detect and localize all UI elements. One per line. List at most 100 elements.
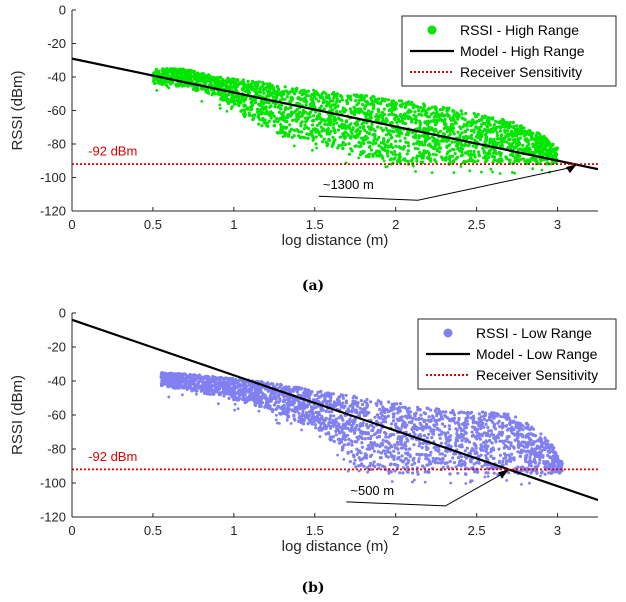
scatter-point (330, 144, 334, 148)
scatter-point (520, 440, 524, 444)
scatter-point (337, 400, 341, 404)
scatter-point (430, 414, 435, 418)
scatter-point (452, 159, 456, 163)
scatter-point (455, 111, 459, 115)
scatter-point (386, 440, 390, 444)
scatter-point (456, 117, 460, 121)
scatter-point (169, 375, 173, 379)
scatter-point (461, 125, 465, 129)
scatter-point (299, 394, 303, 398)
scatter-point (279, 123, 283, 127)
scatter-point (431, 152, 435, 156)
legend-label: Receiver Sensitivity (460, 64, 582, 80)
scatter-point (455, 436, 459, 440)
scatter-point (549, 471, 554, 475)
scatter-point (255, 388, 259, 392)
scatter-point (355, 423, 359, 428)
scatter-point (366, 444, 370, 448)
scatter-point (376, 450, 380, 454)
scatter-point (459, 109, 463, 113)
scatter-point (548, 154, 552, 158)
scatter-point (392, 157, 396, 161)
scatter-layer (159, 371, 564, 486)
scatter-point (374, 141, 378, 145)
scatter-point (440, 137, 445, 141)
scatter-point (255, 86, 259, 90)
scatter-point (165, 375, 169, 379)
scatter-point (282, 403, 286, 407)
scatter-point (257, 112, 261, 116)
scatter-point (409, 421, 414, 425)
scatter-point (482, 417, 486, 421)
scatter-point (490, 154, 494, 158)
scatter-point (388, 103, 392, 107)
scatter-point (401, 121, 405, 125)
scatter-point (340, 98, 344, 102)
scatter-point (298, 115, 302, 119)
scatter-point (474, 146, 478, 150)
scatter-point (189, 381, 193, 386)
scatter-point (285, 397, 289, 402)
scatter-point (365, 100, 369, 104)
scatter-point (262, 91, 266, 95)
scatter-point (358, 411, 362, 415)
scatter-point (302, 127, 306, 131)
scatter-point (552, 150, 556, 154)
scatter-point (465, 128, 469, 132)
scatter-point (341, 132, 345, 136)
scatter-point (324, 432, 328, 436)
scatter-point (470, 133, 474, 137)
scatter-point (341, 401, 345, 405)
scatter-point (397, 117, 401, 122)
y-axis-label: RSSI (dBm) (9, 70, 26, 150)
scatter-point (186, 84, 190, 88)
scatter-point (309, 101, 313, 105)
scatter-point (310, 416, 314, 420)
scatter-point (333, 130, 337, 135)
scatter-point (375, 138, 379, 142)
scatter-point (454, 441, 458, 445)
scatter-point (471, 144, 475, 148)
scatter-point (288, 99, 292, 103)
scatter-point (403, 121, 408, 126)
scatter-point (515, 127, 520, 131)
scatter-point (343, 123, 347, 127)
scatter-point (345, 120, 349, 124)
scatter-point (411, 156, 415, 160)
scatter-point (418, 150, 422, 155)
scatter-point (359, 96, 363, 100)
scatter-point (269, 86, 273, 90)
scatter-point (345, 99, 349, 103)
scatter-point (283, 131, 287, 135)
scatter-point (420, 446, 424, 450)
scatter-point (361, 423, 365, 428)
scatter-point (466, 121, 470, 125)
scatter-point (385, 165, 389, 168)
y-tick-label: -60 (47, 103, 66, 118)
scatter-point (538, 458, 542, 462)
scatter-point (427, 153, 432, 157)
scatter-point (313, 127, 317, 131)
scatter-point (255, 397, 259, 401)
scatter-point (528, 450, 532, 454)
scatter-point (243, 386, 247, 390)
scatter-point (499, 140, 503, 144)
scatter-point (491, 456, 495, 461)
scatter-point (450, 140, 454, 144)
scatter-point (480, 465, 484, 469)
scatter-point (459, 455, 463, 459)
scatter-point (283, 85, 287, 89)
scatter-point (420, 153, 424, 157)
scatter-point (419, 160, 423, 164)
scatter-point (349, 450, 353, 454)
scatter-point (315, 117, 319, 121)
scatter-point (305, 93, 309, 97)
scatter-point (354, 99, 358, 103)
scatter-point (200, 73, 204, 78)
scatter-point (362, 136, 366, 140)
scatter-point (526, 129, 530, 133)
scatter-point (303, 116, 307, 120)
scatter-point (484, 454, 488, 458)
scatter-point (329, 129, 333, 133)
scatter-point (391, 152, 395, 156)
